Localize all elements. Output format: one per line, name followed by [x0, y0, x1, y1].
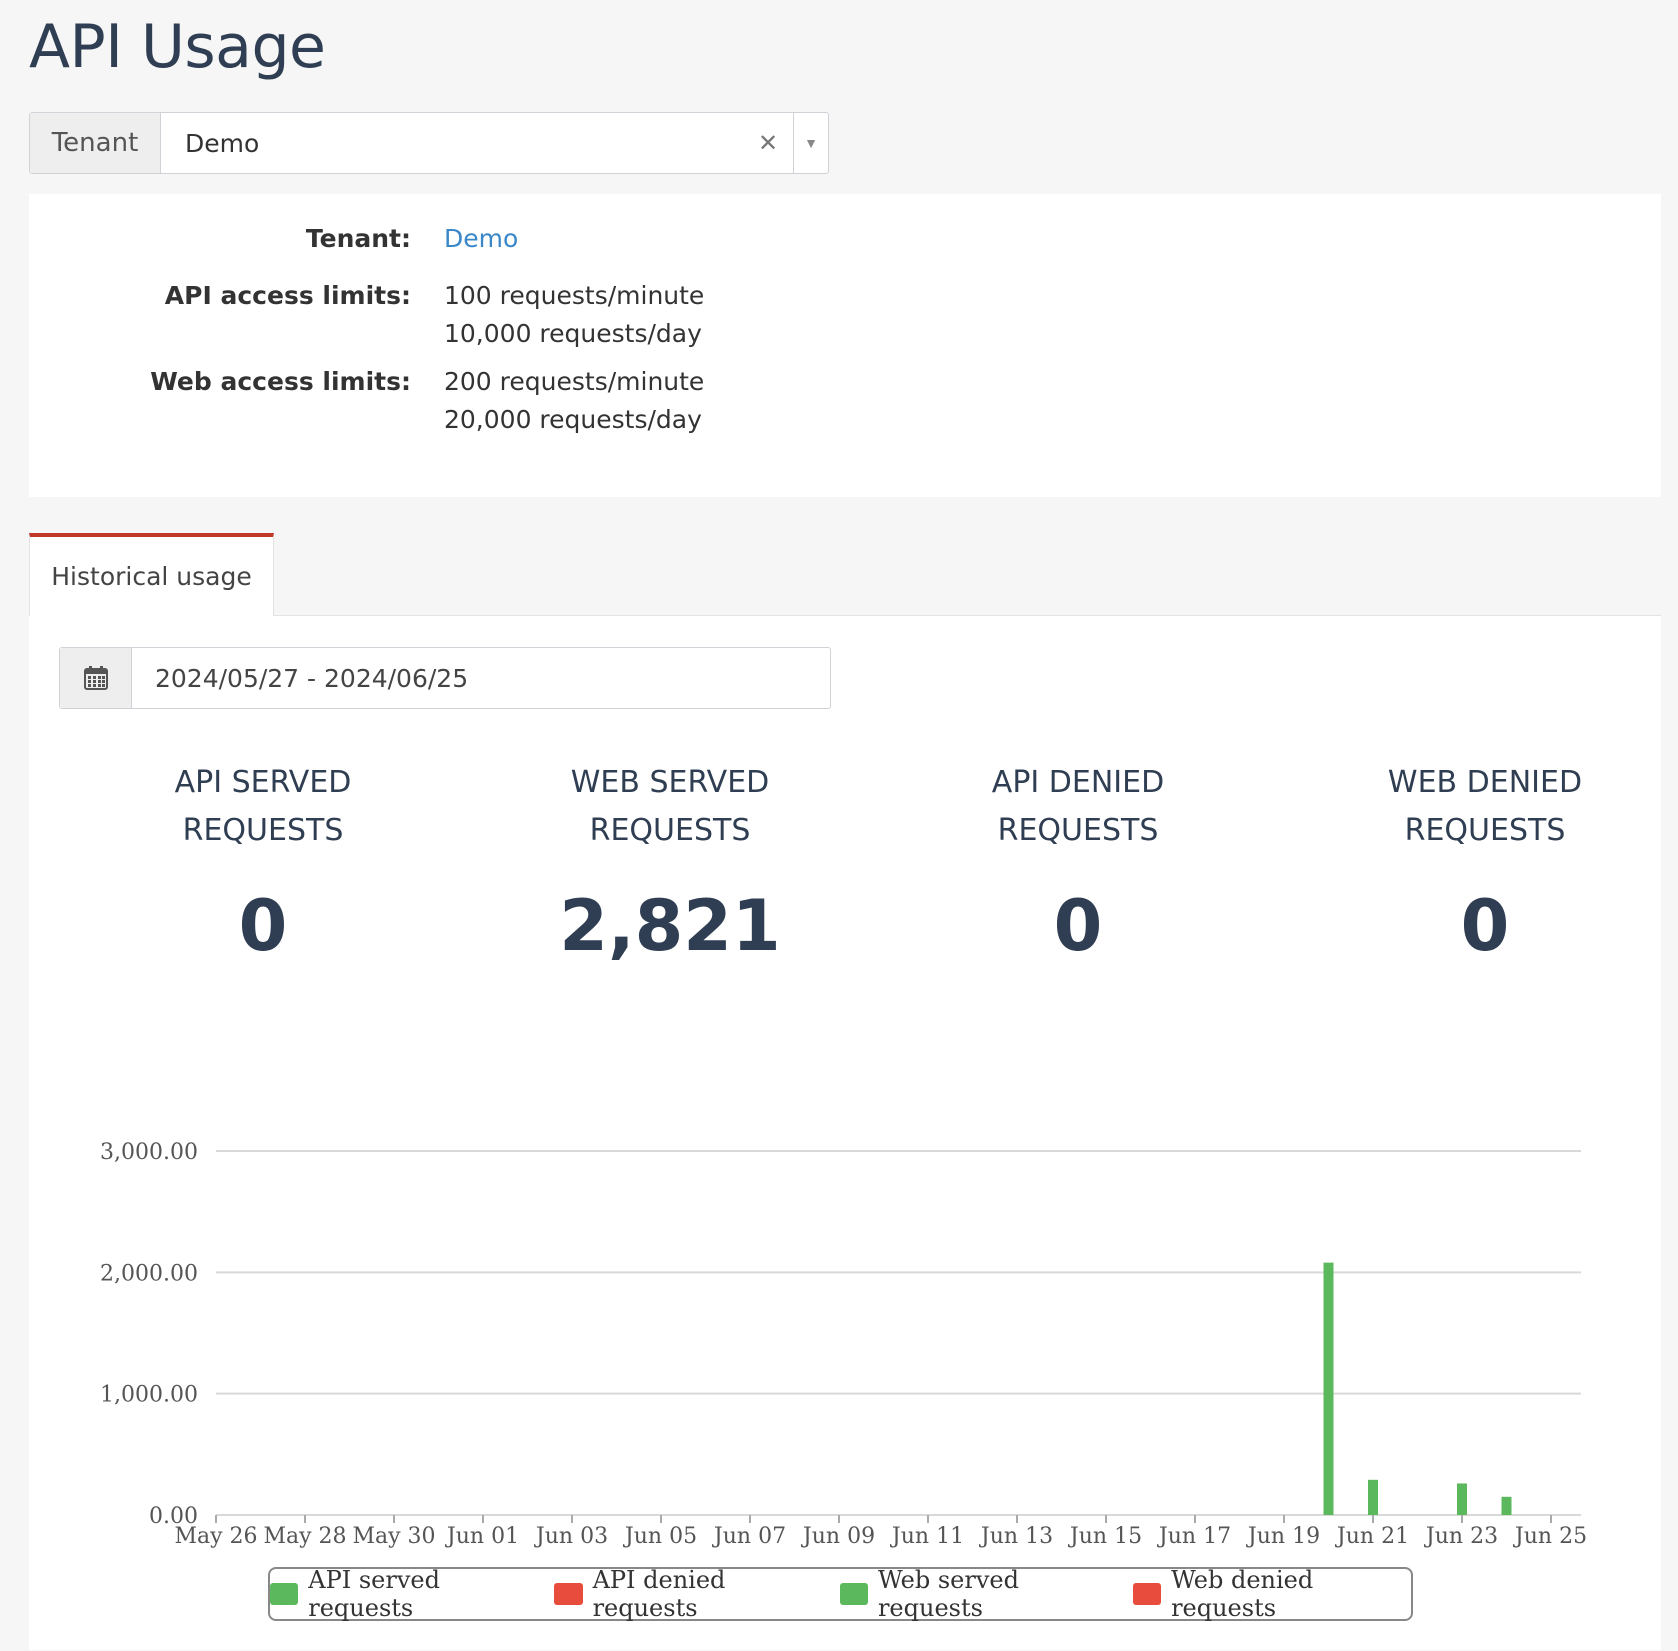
stat-value: 0 — [238, 885, 288, 967]
stat-label-line: WEB SERVED — [570, 765, 770, 800]
y-tick-label: 0.00 — [149, 1504, 198, 1529]
stat-label-line: API DENIED — [991, 765, 1165, 800]
stat-web-denied: WEB DENIED REQUESTS 0 — [1305, 759, 1665, 967]
y-tick-label: 2,000.00 — [100, 1261, 198, 1286]
stat-api-served: API SERVED REQUESTS 0 — [83, 759, 443, 967]
legend-label: API served requests — [308, 1566, 440, 1622]
stat-label-line: WEB DENIED — [1387, 765, 1583, 800]
x-tick-label: Jun 03 — [534, 1524, 608, 1549]
legend-swatch — [554, 1583, 583, 1605]
legend-swatch — [270, 1583, 299, 1605]
x-tick-label: May 26 — [174, 1524, 257, 1549]
historical-usage-panel: 2024/05/27 - 2024/06/25 API SERVED REQUES… — [29, 615, 1661, 1650]
x-tick-label: Jun 05 — [623, 1524, 697, 1549]
web-limits-label: Web access limits: — [150, 367, 411, 396]
stat-api-denied: API DENIED REQUESTS 0 — [898, 759, 1258, 967]
web-limits-value: 200 requests/minute 20,000 requests/day — [444, 363, 704, 439]
tenant-label: Tenant: — [305, 224, 411, 253]
stat-label: WEB SERVED REQUESTS — [490, 759, 850, 855]
web-limit-day: 20,000 requests/day — [444, 405, 702, 434]
api-limits-label: API access limits: — [164, 281, 411, 310]
chart-bar — [1457, 1483, 1467, 1515]
legend-swatch — [839, 1583, 868, 1605]
clear-icon[interactable]: ✕ — [757, 129, 779, 157]
legend-item[interactable]: API denied requests — [554, 1566, 823, 1622]
legend-item[interactable]: Web served requests — [839, 1566, 1117, 1622]
chart-bar — [1323, 1262, 1334, 1515]
tab-historical-usage[interactable]: Historical usage — [29, 533, 274, 616]
stat-value: 0 — [1460, 885, 1510, 967]
stat-value: 0 — [1053, 885, 1103, 967]
tenant-link[interactable]: Demo — [444, 224, 519, 253]
x-tick-label: Jun 21 — [1335, 1524, 1409, 1549]
x-tick-label: Jun 01 — [445, 1524, 519, 1549]
api-limit-day: 10,000 requests/day — [444, 319, 702, 348]
x-tick-label: Jun 13 — [979, 1524, 1053, 1549]
x-tick-label: Jun 25 — [1513, 1524, 1587, 1549]
calendar-icon[interactable] — [60, 648, 132, 708]
chevron-down-icon[interactable]: ▼ — [793, 113, 828, 173]
tenant-select[interactable]: Tenant Demo ✕ ▼ — [29, 112, 829, 174]
chart-legend: API served requests API denied requests We… — [268, 1566, 1413, 1622]
date-range-input[interactable]: 2024/05/27 - 2024/06/25 — [155, 663, 469, 693]
legend-swatch — [1132, 1583, 1162, 1605]
x-tick-label: May 30 — [352, 1524, 435, 1549]
stat-label: WEB DENIED REQUESTS — [1305, 759, 1665, 855]
x-tick-label: Jun 23 — [1424, 1524, 1498, 1549]
stat-label: API SERVED REQUESTS — [83, 759, 443, 855]
tenant-value[interactable]: Demo — [444, 220, 518, 258]
api-limits-value: 100 requests/minute 10,000 requests/day — [444, 277, 704, 353]
legend-item[interactable]: Web denied requests — [1132, 1566, 1411, 1622]
legend-item[interactable]: API served requests — [270, 1566, 538, 1622]
legend-label: Web served requests — [877, 1566, 1019, 1622]
tenant-select-addon: Tenant — [30, 113, 161, 173]
x-tick-label: Jun 09 — [801, 1524, 875, 1549]
x-tick-label: Jun 11 — [890, 1524, 964, 1549]
tenant-info-card: Tenant: Demo API access limits: 100 requ… — [29, 194, 1661, 497]
legend-label: API denied requests — [592, 1566, 726, 1622]
stat-label: API DENIED REQUESTS — [898, 759, 1258, 855]
page-title: API Usage — [29, 12, 326, 82]
tenant-select-value[interactable]: Demo — [185, 128, 260, 158]
stat-label-line: REQUESTS — [1404, 813, 1566, 848]
x-tick-label: Jun 17 — [1157, 1524, 1231, 1549]
chart-bar — [1501, 1496, 1512, 1515]
date-range-picker[interactable]: 2024/05/27 - 2024/06/25 — [59, 647, 831, 709]
api-limit-minute: 100 requests/minute — [444, 281, 705, 310]
x-tick-label: Jun 07 — [712, 1524, 786, 1549]
web-limit-minute: 200 requests/minute — [444, 367, 705, 396]
stat-label-line: REQUESTS — [182, 813, 344, 848]
stat-value: 2,821 — [559, 885, 781, 967]
x-tick-label: Jun 15 — [1068, 1524, 1142, 1549]
stat-label-line: REQUESTS — [589, 813, 751, 848]
x-tick-label: May 28 — [263, 1524, 346, 1549]
y-tick-label: 1,000.00 — [100, 1383, 198, 1408]
legend-label: Web denied requests — [1171, 1566, 1314, 1622]
y-tick-label: 3,000.00 — [100, 1140, 198, 1165]
stat-label-line: API SERVED — [174, 765, 352, 800]
stat-web-served: WEB SERVED REQUESTS 2,821 — [490, 759, 850, 967]
x-tick-label: Jun 19 — [1246, 1524, 1320, 1549]
stat-label-line: REQUESTS — [997, 813, 1159, 848]
chart-bar — [1368, 1479, 1378, 1515]
